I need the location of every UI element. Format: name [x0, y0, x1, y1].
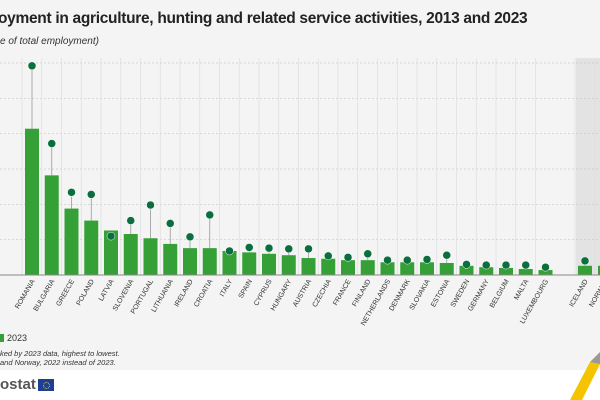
footnote-1: ked by 2023 data, highest to lowest. [0, 349, 120, 358]
bar-2023-poland [84, 220, 99, 275]
dot-2013-denmark [403, 255, 412, 265]
bar-2023-sweden [459, 265, 474, 275]
eurostat-logo: ostat [0, 376, 54, 393]
dot-2013-ireland [185, 232, 195, 242]
bar-2023-hungary [281, 255, 296, 275]
x-tick-label: CROATIA [193, 278, 215, 308]
bar-2023-estonia [439, 262, 454, 275]
bar-2023-cyprus [262, 253, 276, 275]
bar-2023-iceland [578, 265, 592, 275]
bar-2023-denmark [400, 262, 415, 275]
x-tick-label: FRANCE [332, 278, 353, 307]
bar-2023-latvia [104, 230, 118, 275]
dot-2013-sweden [462, 260, 471, 269]
bar-2023-norway [598, 265, 600, 275]
bar-2023-croatia [202, 248, 217, 275]
footer [0, 370, 600, 400]
dot-2013-portugal [146, 200, 155, 210]
bar-2023-slovakia [420, 262, 434, 275]
dot-2013-latvia [106, 231, 116, 241]
bar-2023-luxembourg [538, 270, 553, 275]
bar-2023-finland [360, 260, 375, 275]
dot-2013-malta [521, 260, 530, 270]
x-tick-label: LATVIA [98, 278, 116, 302]
legend-label-2023: 2023 [7, 333, 28, 343]
non-eu-shade [576, 58, 600, 275]
dot-2013-romania [27, 61, 37, 71]
logo-text: ostat [0, 376, 36, 393]
x-tick-label: CYPRUS [253, 278, 274, 307]
bar-2023-bulgaria [44, 175, 59, 275]
chart-subtitle: e of total employment) [0, 36, 99, 47]
x-tick-label: BELGIUM [489, 278, 511, 309]
dot-2013-luxembourg [541, 262, 550, 272]
dot-2013-estonia [442, 250, 451, 260]
bar-2023-portugal [143, 238, 158, 275]
x-tick-label: SLOVAKIA [409, 278, 432, 311]
dot-2013-france [343, 253, 353, 262]
eu-flag-icon [37, 378, 54, 391]
dot-2013-austria [304, 244, 313, 254]
dot-2013-germany [482, 260, 491, 270]
bar-2023-czechia [321, 258, 336, 275]
dot-2013-spain [245, 243, 254, 252]
bar-2023-germany [479, 267, 494, 275]
bar-2023-romania [25, 128, 39, 275]
dot-2013-bulgaria [47, 139, 56, 148]
dot-2013-belgium [501, 260, 511, 270]
x-tick-label: GREECE [55, 278, 76, 307]
x-tick-label: FINLAND [351, 279, 372, 308]
x-tick-label: ITALY [219, 278, 234, 298]
x-tick-label: IRELAND [173, 279, 194, 309]
decorative-stripe [570, 352, 600, 400]
x-tick-label: ROMANIA [14, 278, 37, 310]
x-tick-label: NORWAY [588, 278, 600, 308]
x-tick-label: SWEDEN [450, 279, 471, 309]
legend-swatch-2023 [0, 334, 4, 342]
bar-2023-austria [301, 258, 316, 275]
x-tick-label: CZECHIA [312, 278, 334, 308]
dot-2013-slovenia [126, 216, 135, 225]
bar-2023-italy [222, 250, 237, 275]
legend: 2023 [0, 333, 27, 343]
dot-2013-croatia [205, 210, 214, 220]
bar-2023-slovenia [123, 234, 138, 275]
dot-2013-cyprus [264, 243, 274, 253]
bar-2023-belgium [499, 267, 513, 275]
x-tick-label: GERMANY [467, 278, 491, 312]
x-tick-label: ICELAND [568, 279, 589, 309]
x-tick-label: AUSTRIA [292, 278, 313, 308]
bar-2023-malta [518, 268, 533, 275]
dot-2013-greece [67, 188, 76, 197]
dot-2013-lithuania [166, 219, 175, 228]
x-tick-label: BULGARIA [33, 278, 57, 312]
dot-2013-iceland [580, 256, 590, 266]
bar-2023-spain [242, 252, 257, 275]
dot-2013-italy [225, 246, 234, 256]
dot-2013-hungary [284, 244, 293, 254]
chart-title: oyment in agriculture, hunting and relat… [0, 10, 528, 27]
x-tick-label: HUNGARY [270, 278, 294, 312]
bar-2023-ireland [183, 248, 197, 275]
dot-2013-netherlands [383, 255, 392, 265]
bar-2023-france [341, 260, 355, 275]
dot-2013-slovakia [422, 255, 432, 264]
bar-2023-greece [64, 208, 79, 275]
x-tick-label: ESTONIA [430, 278, 452, 308]
dot-2013-finland [363, 249, 372, 259]
dot-2013-poland [87, 190, 96, 199]
x-tick-label: MALTA [513, 278, 530, 301]
x-tick-label: SPAIN [238, 279, 254, 300]
footnote-2: and Norway, 2022 instead of 2023. [0, 358, 116, 367]
bar-2023-lithuania [163, 243, 178, 275]
x-tick-label: POLAND [76, 279, 96, 307]
bar-2023-netherlands [380, 262, 395, 275]
dot-2013-czechia [324, 251, 333, 261]
